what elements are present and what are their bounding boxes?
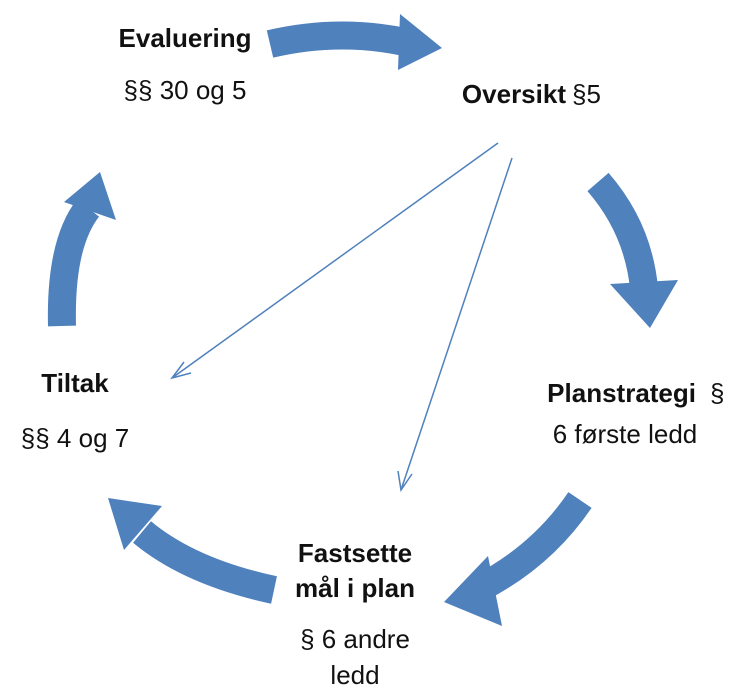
thin-arrows xyxy=(170,142,513,492)
node-text: §5 xyxy=(572,79,601,109)
arrow xyxy=(266,21,408,58)
arrow-head xyxy=(397,470,413,492)
node-title: Oversikt xyxy=(462,79,566,109)
arrow xyxy=(47,199,100,327)
node-text: § xyxy=(710,378,724,408)
node-title: Evaluering xyxy=(119,23,252,53)
arrow xyxy=(133,521,277,604)
arrow-head xyxy=(170,361,192,380)
arrow-head xyxy=(108,498,162,550)
arrow-head xyxy=(398,14,442,70)
node-title: Planstrategi xyxy=(547,378,696,408)
node-title: mål i plan xyxy=(295,573,415,603)
arrow xyxy=(587,172,658,290)
arrow-line xyxy=(171,142,499,379)
node-text: §§ 4 og 7 xyxy=(21,423,129,453)
node-title: Fastsette xyxy=(298,538,412,568)
node-text: §§ 30 og 5 xyxy=(124,75,247,105)
arrow-head xyxy=(610,280,678,328)
arrow-head xyxy=(444,556,502,626)
arrow-line xyxy=(400,157,513,491)
node-text: § 6 andre xyxy=(300,624,410,654)
node-text: 6 første ledd xyxy=(553,419,698,449)
node-text: ledd xyxy=(330,660,379,690)
node-title: Tiltak xyxy=(41,368,109,398)
cycle-arrows xyxy=(47,14,678,626)
arrow-head xyxy=(64,172,116,220)
arrow xyxy=(473,492,592,601)
